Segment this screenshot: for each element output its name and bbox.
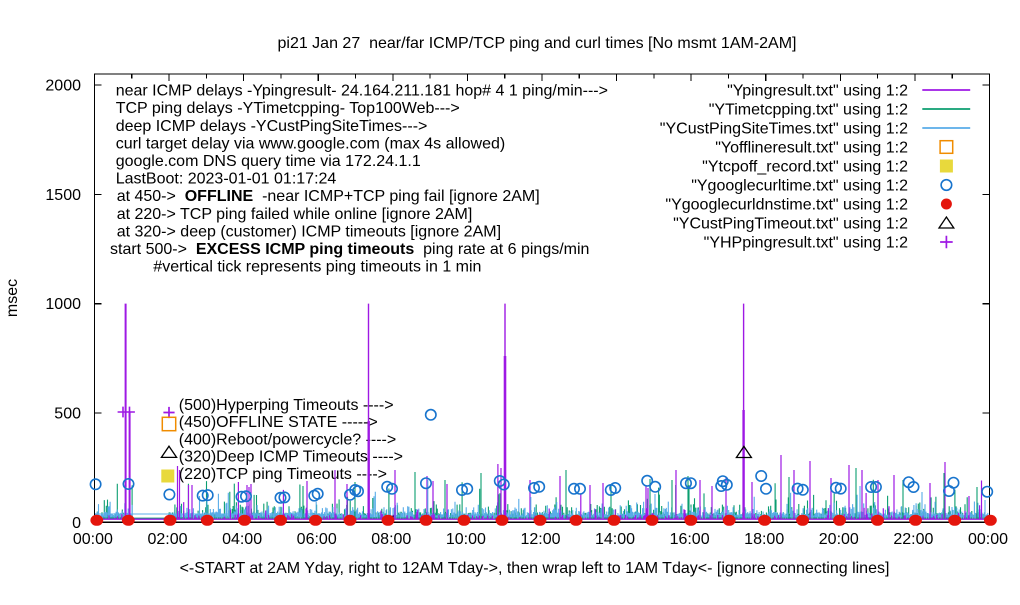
- svg-text:"YCustPingTimeout.txt" using 1: "YCustPingTimeout.txt" using 1:2: [673, 216, 908, 233]
- svg-text:12:00: 12:00: [520, 531, 560, 548]
- svg-text:<-START at 2AM Yday, right to: <-START at 2AM Yday, right to 12AM Tday-…: [180, 560, 890, 577]
- svg-text:"Ytcpoff_record.txt" using 1:2: "Ytcpoff_record.txt" using 1:2: [702, 159, 908, 176]
- svg-text:00:00: 00:00: [73, 531, 113, 548]
- svg-text:"Yofflineresult.txt" using 1:2: "Yofflineresult.txt" using 1:2: [715, 140, 908, 157]
- svg-text:"Ypingresult.txt" using 1:2: "Ypingresult.txt" using 1:2: [727, 83, 908, 100]
- svg-text:1000: 1000: [45, 296, 81, 313]
- svg-text:"YHPpingresult.txt" using 1:2: "YHPpingresult.txt" using 1:2: [704, 235, 908, 252]
- svg-text:02:00: 02:00: [147, 531, 187, 548]
- svg-text:2000: 2000: [45, 78, 81, 95]
- svg-text:TCP ping delays -YTimetcpping-: TCP ping delays -YTimetcpping- Top100Web…: [116, 100, 460, 117]
- svg-text:10:00: 10:00: [446, 531, 486, 548]
- svg-text:14:00: 14:00: [595, 531, 635, 548]
- svg-text:"Ygooglecurltime.txt" using 1:: "Ygooglecurltime.txt" using 1:2: [691, 178, 908, 195]
- svg-text:18:00: 18:00: [744, 531, 784, 548]
- svg-text:500: 500: [54, 406, 81, 423]
- svg-text:04:00: 04:00: [222, 531, 262, 548]
- svg-text:0: 0: [72, 515, 81, 532]
- svg-text:pi21 Jan 27 near/far ICMP/TCP: pi21 Jan 27 near/far ICMP/TCP ping and c…: [277, 35, 796, 52]
- svg-text:(320)Deep ICMP Timeouts ---->: (320)Deep ICMP Timeouts ---->: [179, 449, 403, 466]
- svg-text:LastBoot: 2023-01-01 01:17:24: LastBoot: 2023-01-01 01:17:24: [116, 171, 337, 188]
- svg-text:1500: 1500: [45, 187, 81, 204]
- svg-text:22:00: 22:00: [893, 531, 933, 548]
- svg-text:(450)OFFLINE STATE ----->: (450)OFFLINE STATE ----->: [179, 414, 378, 431]
- svg-text:(500)Hyperping Timeouts ---->: (500)Hyperping Timeouts ---->: [179, 397, 394, 414]
- svg-text:curl target delay via www.goog: curl target delay via www.google.com (ma…: [116, 135, 506, 152]
- svg-text:at 450-> OFFLINE -near ICMP+: at 450-> OFFLINE -near ICMP+TCP ping fai…: [117, 188, 540, 205]
- svg-text:at 320-> deep (customer) ICMP: at 320-> deep (customer) ICMP timeouts […: [117, 223, 501, 240]
- svg-text:near ICMP delays -Ypingresult-: near ICMP delays -Ypingresult- 24.164.21…: [116, 83, 608, 100]
- svg-text:"YCustPingSiteTimes.txt" using: "YCustPingSiteTimes.txt" using 1:2: [660, 121, 908, 138]
- svg-text:at 220-> TCP ping failed while: at 220-> TCP ping failed while online [i…: [117, 206, 473, 223]
- svg-text:00:00: 00:00: [968, 531, 1008, 548]
- svg-text:"Ygooglecurldnstime.txt" using: "Ygooglecurldnstime.txt" using 1:2: [665, 197, 908, 214]
- svg-text:msec: msec: [4, 279, 21, 317]
- svg-text:start 500-> EXCESS ICMP ping: start 500-> EXCESS ICMP ping timeouts pi…: [110, 241, 589, 258]
- svg-text:(220)TCP ping Timeouts ---->: (220)TCP ping Timeouts ---->: [179, 466, 387, 483]
- svg-text:#vertical tick represents ping: #vertical tick represents ping timeouts …: [153, 259, 481, 276]
- svg-text:08:00: 08:00: [371, 531, 411, 548]
- svg-text:20:00: 20:00: [819, 531, 859, 548]
- svg-text:06:00: 06:00: [297, 531, 337, 548]
- svg-text:"YTimetcpping.txt" using 1:2: "YTimetcpping.txt" using 1:2: [709, 102, 908, 119]
- svg-text:(400)Reboot/powercycle? ---->: (400)Reboot/powercycle? ---->: [179, 431, 396, 448]
- svg-text:deep ICMP delays -YCustPingSit: deep ICMP delays -YCustPingSiteTimes--->: [116, 118, 428, 135]
- svg-text:google.com DNS query time via: google.com DNS query time via 172.24.1.1: [116, 153, 421, 170]
- svg-text:16:00: 16:00: [670, 531, 710, 548]
